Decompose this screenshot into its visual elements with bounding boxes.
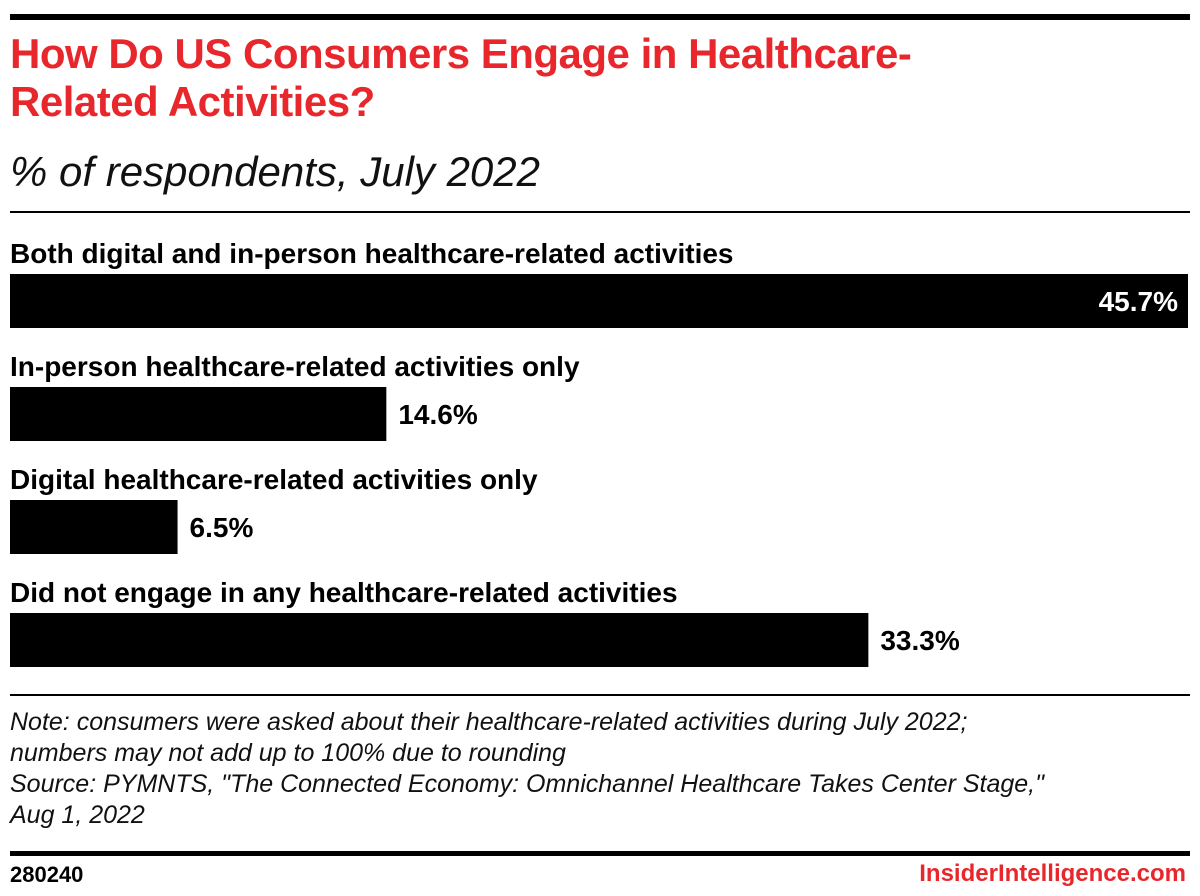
category-label: In-person healthcare-related activities …: [10, 351, 580, 382]
category-label: Did not engage in any healthcare-related…: [10, 577, 678, 608]
chart-id: 280240: [10, 862, 84, 887]
value-label: 33.3%: [880, 625, 959, 656]
footnote: Note: consumers were asked about their h…: [10, 707, 1180, 831]
value-label: 6.5%: [190, 512, 254, 543]
source-line-1: Source: PYMNTS, "The Connected Economy: …: [10, 770, 1044, 798]
note-line-2: numbers may not add up to 100% due to ro…: [10, 739, 566, 767]
bar: [10, 613, 869, 667]
category-label: Digital healthcare-related activities on…: [10, 464, 538, 495]
note-line-1: Note: consumers were asked about their h…: [10, 708, 968, 736]
value-label: 45.7%: [1099, 286, 1178, 317]
bottom-rule: [10, 851, 1190, 856]
chart-subtitle: % of respondents, July 2022: [10, 148, 541, 195]
footer-divider: [10, 694, 1190, 696]
value-label: 14.6%: [398, 399, 477, 430]
chart-title: How Do US Consumers Engage in Healthcare…: [10, 30, 912, 125]
header-divider: [10, 211, 1190, 213]
bar: [10, 274, 1188, 328]
bar: [10, 500, 178, 554]
top-rule: [10, 14, 1190, 20]
brand-link[interactable]: InsiderIntelligence.com: [919, 860, 1186, 887]
bar: [10, 387, 387, 441]
source-line-2: Aug 1, 2022: [10, 801, 145, 829]
category-label: Both digital and in-person healthcare-re…: [10, 238, 734, 269]
bar-chart: Both digital and in-person healthcare-re…: [10, 238, 1188, 667]
